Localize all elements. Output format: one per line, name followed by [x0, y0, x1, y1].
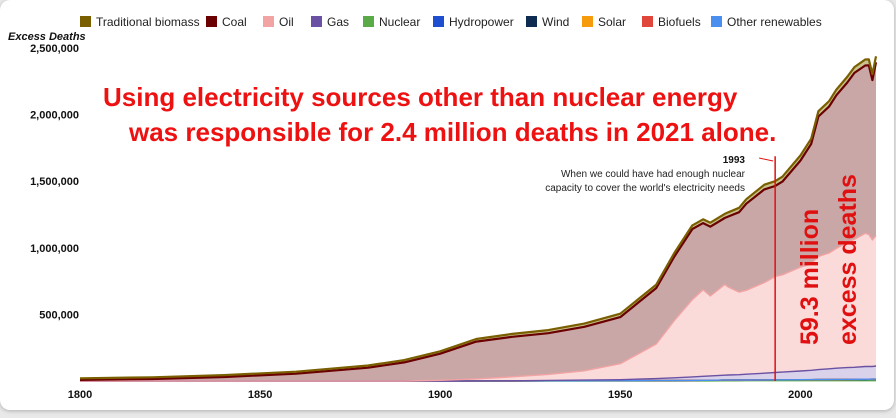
legend-swatch-gas	[311, 16, 322, 27]
line-coal	[79, 62, 878, 381]
area-oil	[80, 233, 876, 381]
legend-label-wind: Wind	[542, 15, 569, 29]
legend: Traditional biomass Coal Oil Gas Nuclear Hydr…	[80, 15, 822, 29]
y-tick-label: 2,000,000	[30, 110, 79, 122]
legend-label-oil: Oil	[279, 15, 294, 29]
legend-label-hydropower: Hydropower	[449, 15, 514, 29]
area-coal	[80, 62, 876, 382]
legend-label-traditional-biomass: Traditional biomass	[96, 15, 200, 29]
y-tick-label: 500,000	[39, 309, 79, 321]
x-axis-tick-labels: 1800 1850 1900 1950 2000	[68, 389, 813, 401]
y-tick-label: 1,500,000	[30, 176, 79, 188]
annotation-text-line-2: capacity to cover the world's electricit…	[545, 183, 745, 194]
headline-line-2: was responsible for 2.4 million deaths i…	[128, 117, 776, 147]
chart-card: Traditional biomass Coal Oil Gas Nuclear Hydr…	[0, 0, 894, 410]
legend-label-other-renewables: Other renewables	[727, 15, 822, 29]
annotation-text-line-1: When we could have had enough nuclear	[561, 169, 746, 180]
legend-label-gas: Gas	[327, 15, 349, 29]
legend-swatch-oil	[263, 16, 274, 27]
legend-swatch-solar	[582, 16, 593, 27]
legend-label-coal: Coal	[222, 15, 247, 29]
vertical-annotation-line-2: excess deaths	[834, 174, 862, 345]
series-areas	[79, 56, 878, 382]
line-oil	[80, 232, 877, 382]
legend-swatch-biofuels	[642, 16, 653, 27]
legend-swatch-wind	[526, 16, 537, 27]
stacked-area-chart: Traditional biomass Coal Oil Gas Nuclear Hydr…	[8, 15, 878, 401]
y-tick-label: 1,000,000	[30, 243, 79, 255]
x-tick-label: 1800	[68, 389, 92, 401]
legend-swatch-traditional-biomass	[80, 16, 91, 27]
legend-swatch-coal	[206, 16, 217, 27]
legend-label-nuclear: Nuclear	[379, 15, 420, 29]
line-traditional-biomass	[79, 56, 878, 380]
y-tick-label: 2,500,000	[30, 43, 79, 55]
x-tick-label: 1950	[608, 389, 632, 401]
legend-swatch-nuclear	[363, 16, 374, 27]
legend-label-solar: Solar	[598, 15, 626, 29]
annotation-year: 1993	[723, 155, 746, 166]
x-tick-label: 2000	[788, 389, 812, 401]
y-axis-tick-labels: 500,000 1,000,000 1,500,000 2,000,000 2,500,…	[30, 43, 79, 321]
vertical-annotation-line-1: 59.3 million	[796, 209, 824, 345]
x-tick-label: 1850	[248, 389, 272, 401]
x-tick-label: 1900	[428, 389, 452, 401]
legend-label-biofuels: Biofuels	[658, 15, 701, 29]
legend-swatch-hydropower	[433, 16, 444, 27]
headline-line-1: Using electricity sources other than nuc…	[103, 82, 738, 112]
annotation-pointer	[759, 157, 774, 162]
legend-swatch-other-renewables	[711, 16, 722, 27]
y-axis-label: Excess Deaths	[8, 31, 86, 43]
